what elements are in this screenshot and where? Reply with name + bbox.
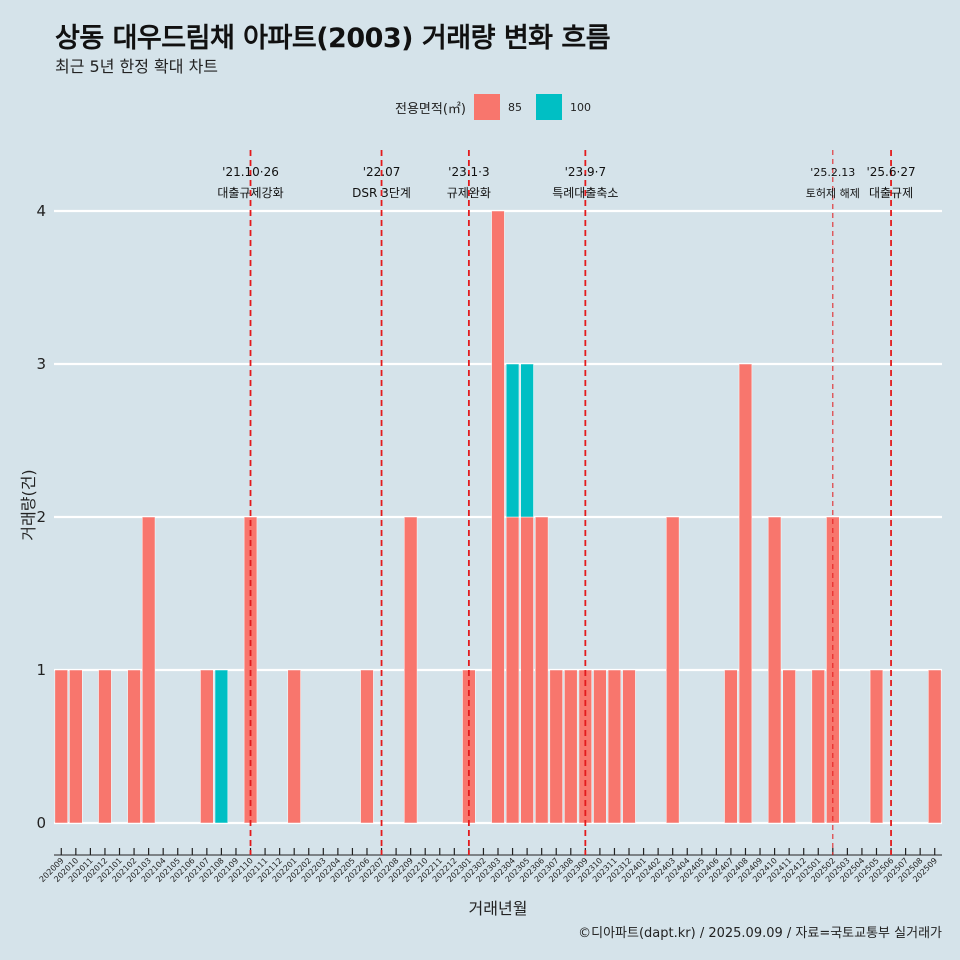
event-date-label: '25.6·27	[866, 165, 915, 179]
event-date-label: '22.07	[363, 165, 401, 179]
legend: 전용면적(㎡) 85 100	[395, 93, 605, 121]
bar-85-202306	[535, 516, 549, 824]
bar-85-202502	[826, 516, 840, 824]
event-text-label: 대출규제	[869, 186, 913, 200]
y-tick-label: 0	[36, 814, 46, 832]
event-date-label: '21.10·26	[222, 165, 279, 179]
event-date-label: '23.9·7	[565, 165, 606, 179]
bar-85-202010	[69, 669, 83, 824]
y-axis-title: 거래량(건)	[19, 469, 38, 540]
bar-85-202410	[767, 516, 782, 824]
bar-85-202201	[287, 669, 301, 824]
event-text-label: 규제완화	[447, 186, 491, 200]
event-date-label: '23.1·3	[448, 165, 489, 179]
bar-85-202501	[811, 669, 825, 824]
legend-swatch-100	[535, 94, 562, 120]
y-tick-label: 1	[36, 661, 46, 679]
bar-85-202307	[549, 669, 563, 824]
bar-85-202009	[54, 669, 68, 824]
bar-85-202107	[200, 669, 214, 824]
y-tick-label: 2	[36, 508, 46, 526]
legend-swatch-85	[473, 94, 500, 120]
bar-85-202403	[666, 516, 680, 824]
bar-85-202103	[141, 516, 156, 824]
bar-85-202310	[593, 669, 607, 824]
y-tick-label: 3	[36, 355, 46, 373]
legend-label-85: 85	[507, 100, 522, 114]
chart-subtitle: 최근 5년 한정 확대 차트	[55, 57, 219, 76]
bar-85-202206	[360, 669, 374, 824]
event-text-label: DSR 3단계	[352, 186, 411, 200]
bar-85-202012	[98, 669, 112, 824]
bar-100-202108	[214, 669, 229, 824]
chart-title: 상동 대우드림채 아파트(2003) 거래량 변화 흐름	[55, 23, 611, 54]
bar-85-202311	[607, 669, 622, 824]
x-axis-title: 거래년월	[469, 899, 528, 918]
bar-85-202505	[869, 669, 884, 824]
bar-85-202509	[928, 669, 942, 824]
bar-85-202411	[782, 669, 796, 824]
bar-85-202408	[738, 363, 753, 824]
bar-85-202312	[622, 669, 636, 824]
caption: ©디아파트(dapt.kr) / 2025.09.09 / 자료=국토교통부 실…	[578, 926, 942, 941]
legend-title: 전용면적(㎡)	[395, 101, 466, 117]
event-text-label: 대출규제강화	[217, 186, 283, 200]
bar-85-202305	[520, 516, 534, 824]
bar-85-202407	[724, 669, 738, 824]
legend-label-100: 100	[569, 100, 591, 114]
bar-85-202308	[564, 669, 578, 824]
bar-85-202304	[505, 516, 520, 824]
event-text-label: 특례대출축소	[552, 186, 618, 200]
event-date-label: '25.2.13	[810, 166, 855, 179]
bar-100-202304	[505, 363, 520, 518]
bar-85-202102	[127, 669, 141, 824]
y-tick-label: 4	[36, 202, 46, 220]
bar-100-202305	[520, 363, 534, 518]
bar-85-202303	[491, 210, 505, 824]
event-text-label: 토허제 해제	[806, 186, 860, 200]
bar-85-202209	[404, 516, 418, 824]
